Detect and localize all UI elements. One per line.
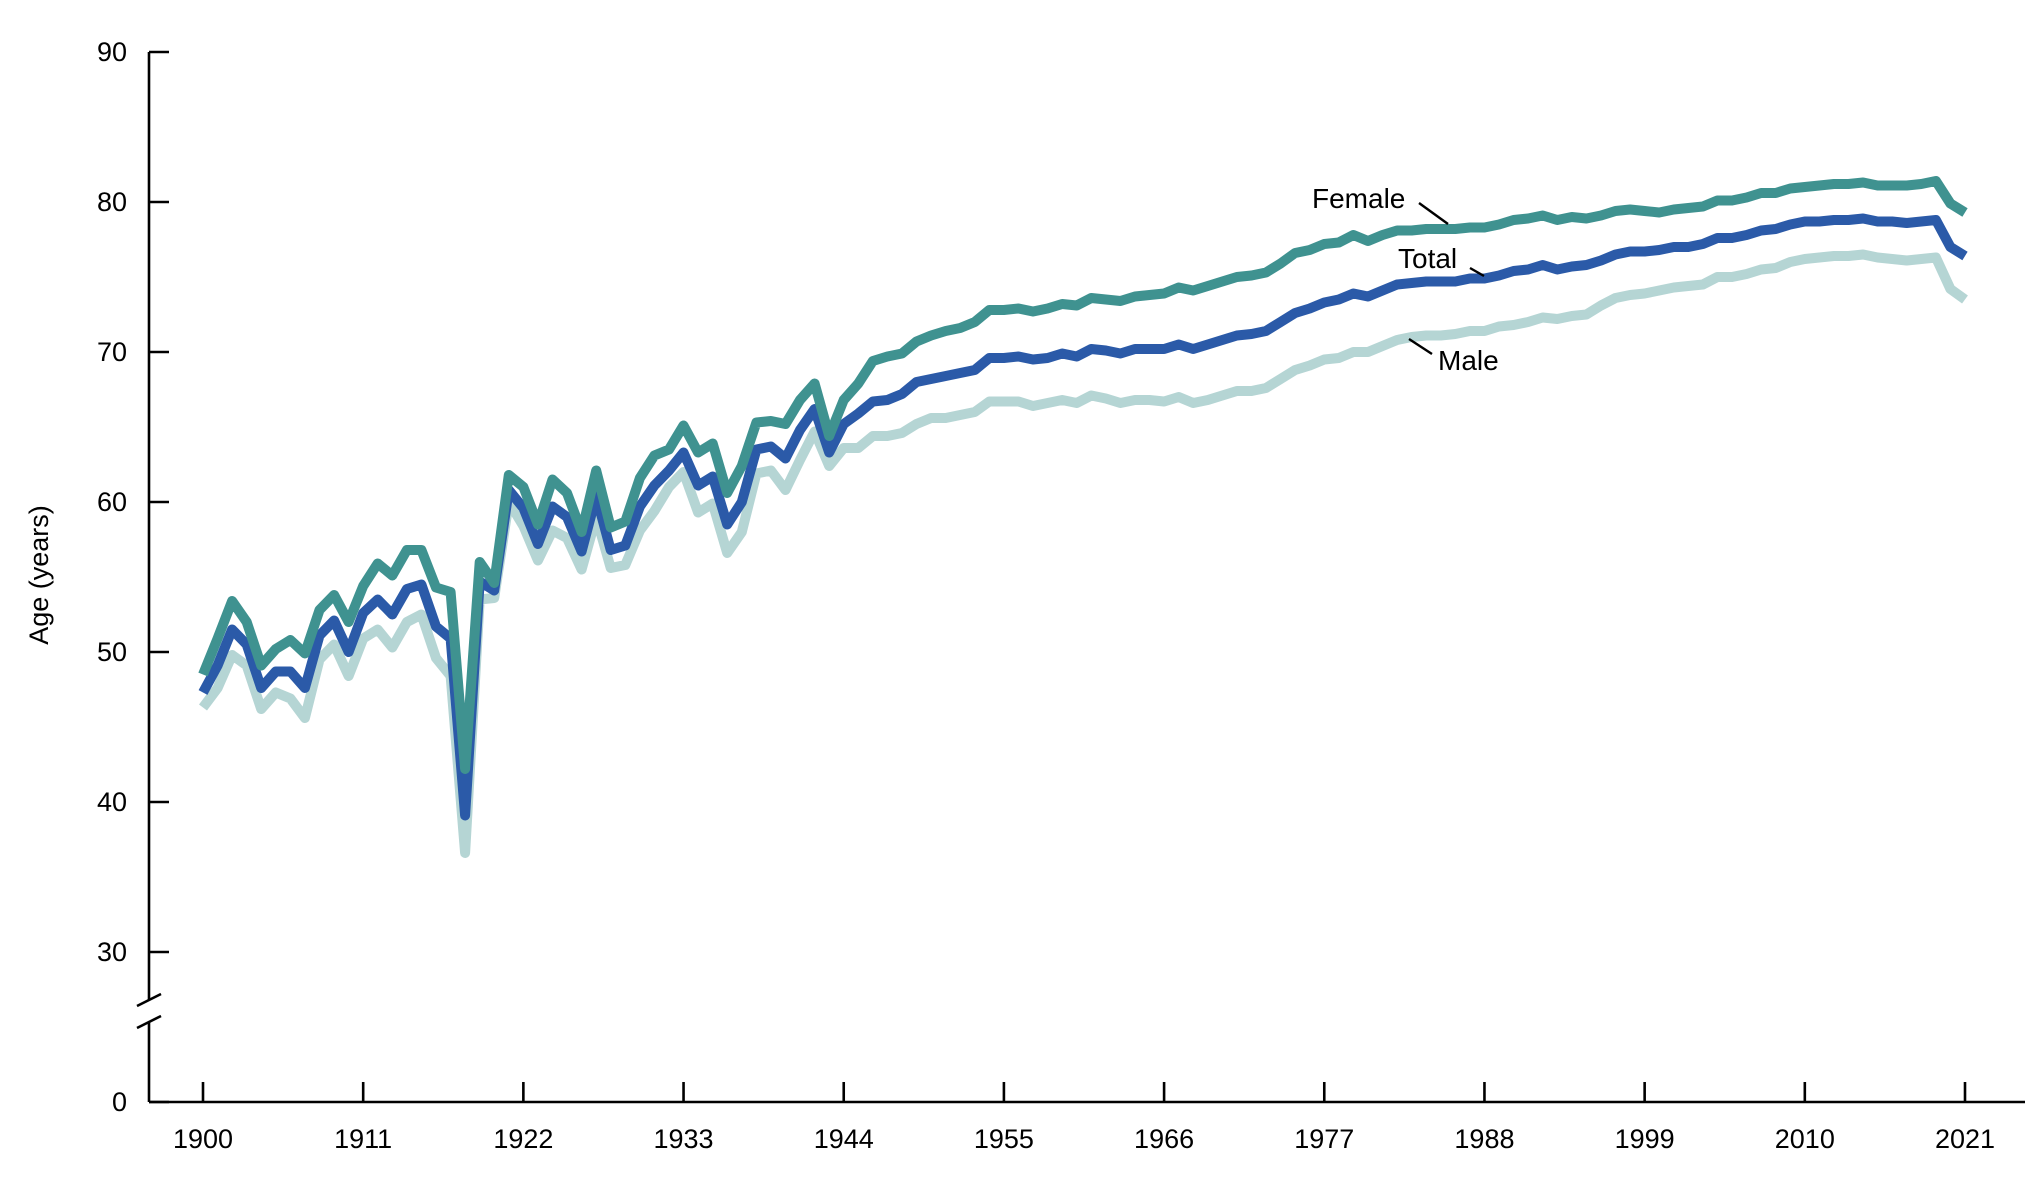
x-tick-label-1911: 1911 — [334, 1124, 392, 1154]
x-tick-label-1944: 1944 — [814, 1124, 874, 1154]
x-tick-label-1955: 1955 — [974, 1124, 1034, 1154]
axis-break-mark-top — [136, 992, 162, 1008]
series-label-female: Female — [1312, 183, 1405, 214]
x-tick-label-1966: 1966 — [1134, 1124, 1194, 1154]
x-tick-label-2021: 2021 — [1935, 1124, 1995, 1154]
y-tick-label-60: 60 — [97, 487, 127, 517]
y-tick-label-70: 70 — [97, 337, 127, 367]
y-tick-label-40: 40 — [97, 787, 127, 817]
x-tick-label-1977: 1977 — [1294, 1124, 1354, 1154]
y-tick-label-80: 80 — [97, 187, 127, 217]
x-tick-label-2010: 2010 — [1775, 1124, 1835, 1154]
series-label-male: Male — [1438, 345, 1499, 376]
series-label-total: Total — [1398, 243, 1457, 274]
leader-line-total — [1469, 266, 1485, 278]
leader-line-female — [1418, 202, 1449, 225]
x-tick-label-1988: 1988 — [1454, 1124, 1514, 1154]
y-tick-label-0: 0 — [112, 1087, 127, 1117]
y-axis-title: Age (years) — [24, 505, 54, 645]
y-tick-label-90: 90 — [97, 37, 127, 67]
x-tick-label-1999: 1999 — [1615, 1124, 1675, 1154]
axis-break-mark-bottom — [136, 1014, 162, 1030]
series-layer — [198, 176, 1968, 858]
leader-line-male — [1408, 337, 1433, 356]
x-tick-label-1922: 1922 — [493, 1124, 553, 1154]
y-tick-label-50: 50 — [97, 637, 127, 667]
x-tick-label-1933: 1933 — [654, 1124, 714, 1154]
y-tick-label-30: 30 — [97, 937, 127, 967]
series-line-female — [198, 176, 1968, 774]
series-labels: Female Total Male — [1312, 183, 1499, 376]
axes: 0 30 40 50 60 70 80 90 1900 1911 1922 1933 1944 1955 1… — [97, 37, 2025, 1154]
x-tick-label-1900: 1900 — [173, 1124, 233, 1154]
